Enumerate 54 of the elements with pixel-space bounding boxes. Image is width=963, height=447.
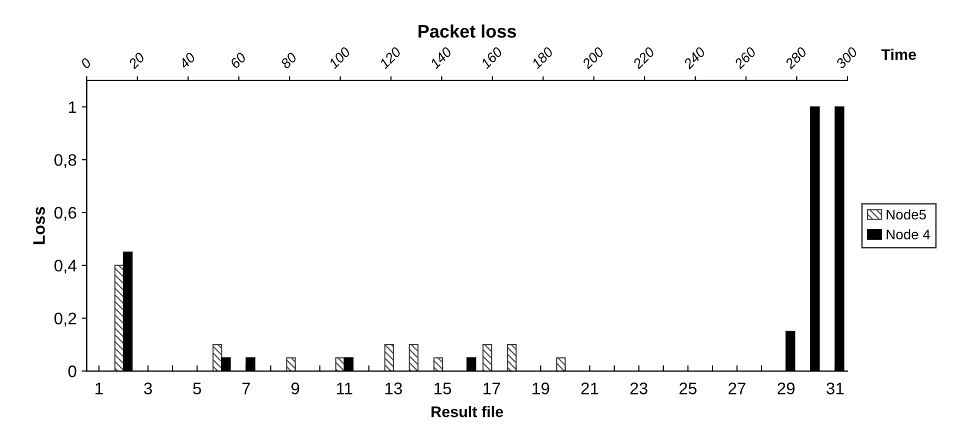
bar xyxy=(482,344,492,372)
y-tick-label: 0,6 xyxy=(54,206,76,221)
legend-label: Node 4 xyxy=(886,229,930,240)
x-tick-label: 5 xyxy=(193,382,202,394)
y-tick-label: 0,8 xyxy=(54,154,76,168)
x-tick-label: 13 xyxy=(385,382,402,394)
x-tick-label: 27 xyxy=(728,382,746,394)
x-tick-label: 3 xyxy=(144,382,152,394)
x-axis-title: Result file xyxy=(432,406,504,418)
x2-tick-label: 180 xyxy=(530,46,554,70)
x-tick-label: 9 xyxy=(291,382,300,394)
x-tick-label: 31 xyxy=(826,382,844,394)
x2-tick-label: 120 xyxy=(378,46,402,70)
x2-tick-label: 100 xyxy=(328,46,352,70)
x-tick-label: 21 xyxy=(581,382,598,394)
x2-tick-label: 260 xyxy=(733,46,757,70)
y-tick-label: 0,2 xyxy=(54,312,76,326)
x2-axis-title: Time xyxy=(881,48,916,60)
x2-tick-label: 200 xyxy=(581,46,605,70)
bar xyxy=(433,357,444,372)
bar xyxy=(384,344,394,372)
y-tick-label: 1 xyxy=(68,101,76,113)
bar xyxy=(506,344,517,372)
x2-tick-label: 160 xyxy=(480,46,504,70)
bar xyxy=(335,357,345,372)
x2-tick-label: 20 xyxy=(128,52,146,70)
x-tick-label: 1 xyxy=(96,382,103,394)
x2-tick-label: 140 xyxy=(429,46,452,70)
x2-tick-label: 60 xyxy=(230,52,247,69)
bar xyxy=(556,357,566,372)
x2-tick-label: 280 xyxy=(784,46,808,70)
x2-tick-label: 40 xyxy=(178,52,196,70)
x2-tick-label: 300 xyxy=(835,46,858,70)
x-tick-label: 25 xyxy=(679,382,696,394)
y-tick-label: 0 xyxy=(68,365,76,378)
bar xyxy=(114,264,124,372)
y-tick-label: 0,4 xyxy=(54,260,76,274)
x-tick-label: 7 xyxy=(242,382,250,394)
x-tick-label: 11 xyxy=(336,382,352,394)
y-axis-title: Loss xyxy=(33,206,45,244)
bar xyxy=(212,344,222,372)
chart-title: Packet loss xyxy=(418,24,516,38)
bar xyxy=(408,344,419,372)
x-tick-label: 15 xyxy=(434,382,452,394)
x-tick-label: 29 xyxy=(778,382,795,394)
x2-tick-label: 0 xyxy=(80,57,92,70)
bar xyxy=(286,357,296,372)
x2-tick-label: 80 xyxy=(280,52,298,70)
legend-label: Node5 xyxy=(886,209,926,220)
x2-tick-label: 220 xyxy=(632,46,656,70)
x-tick-label: 23 xyxy=(630,382,648,394)
x-tick-label: 19 xyxy=(532,382,550,394)
x2-tick-label: 240 xyxy=(682,46,706,70)
x-tick-label: 17 xyxy=(484,382,500,394)
